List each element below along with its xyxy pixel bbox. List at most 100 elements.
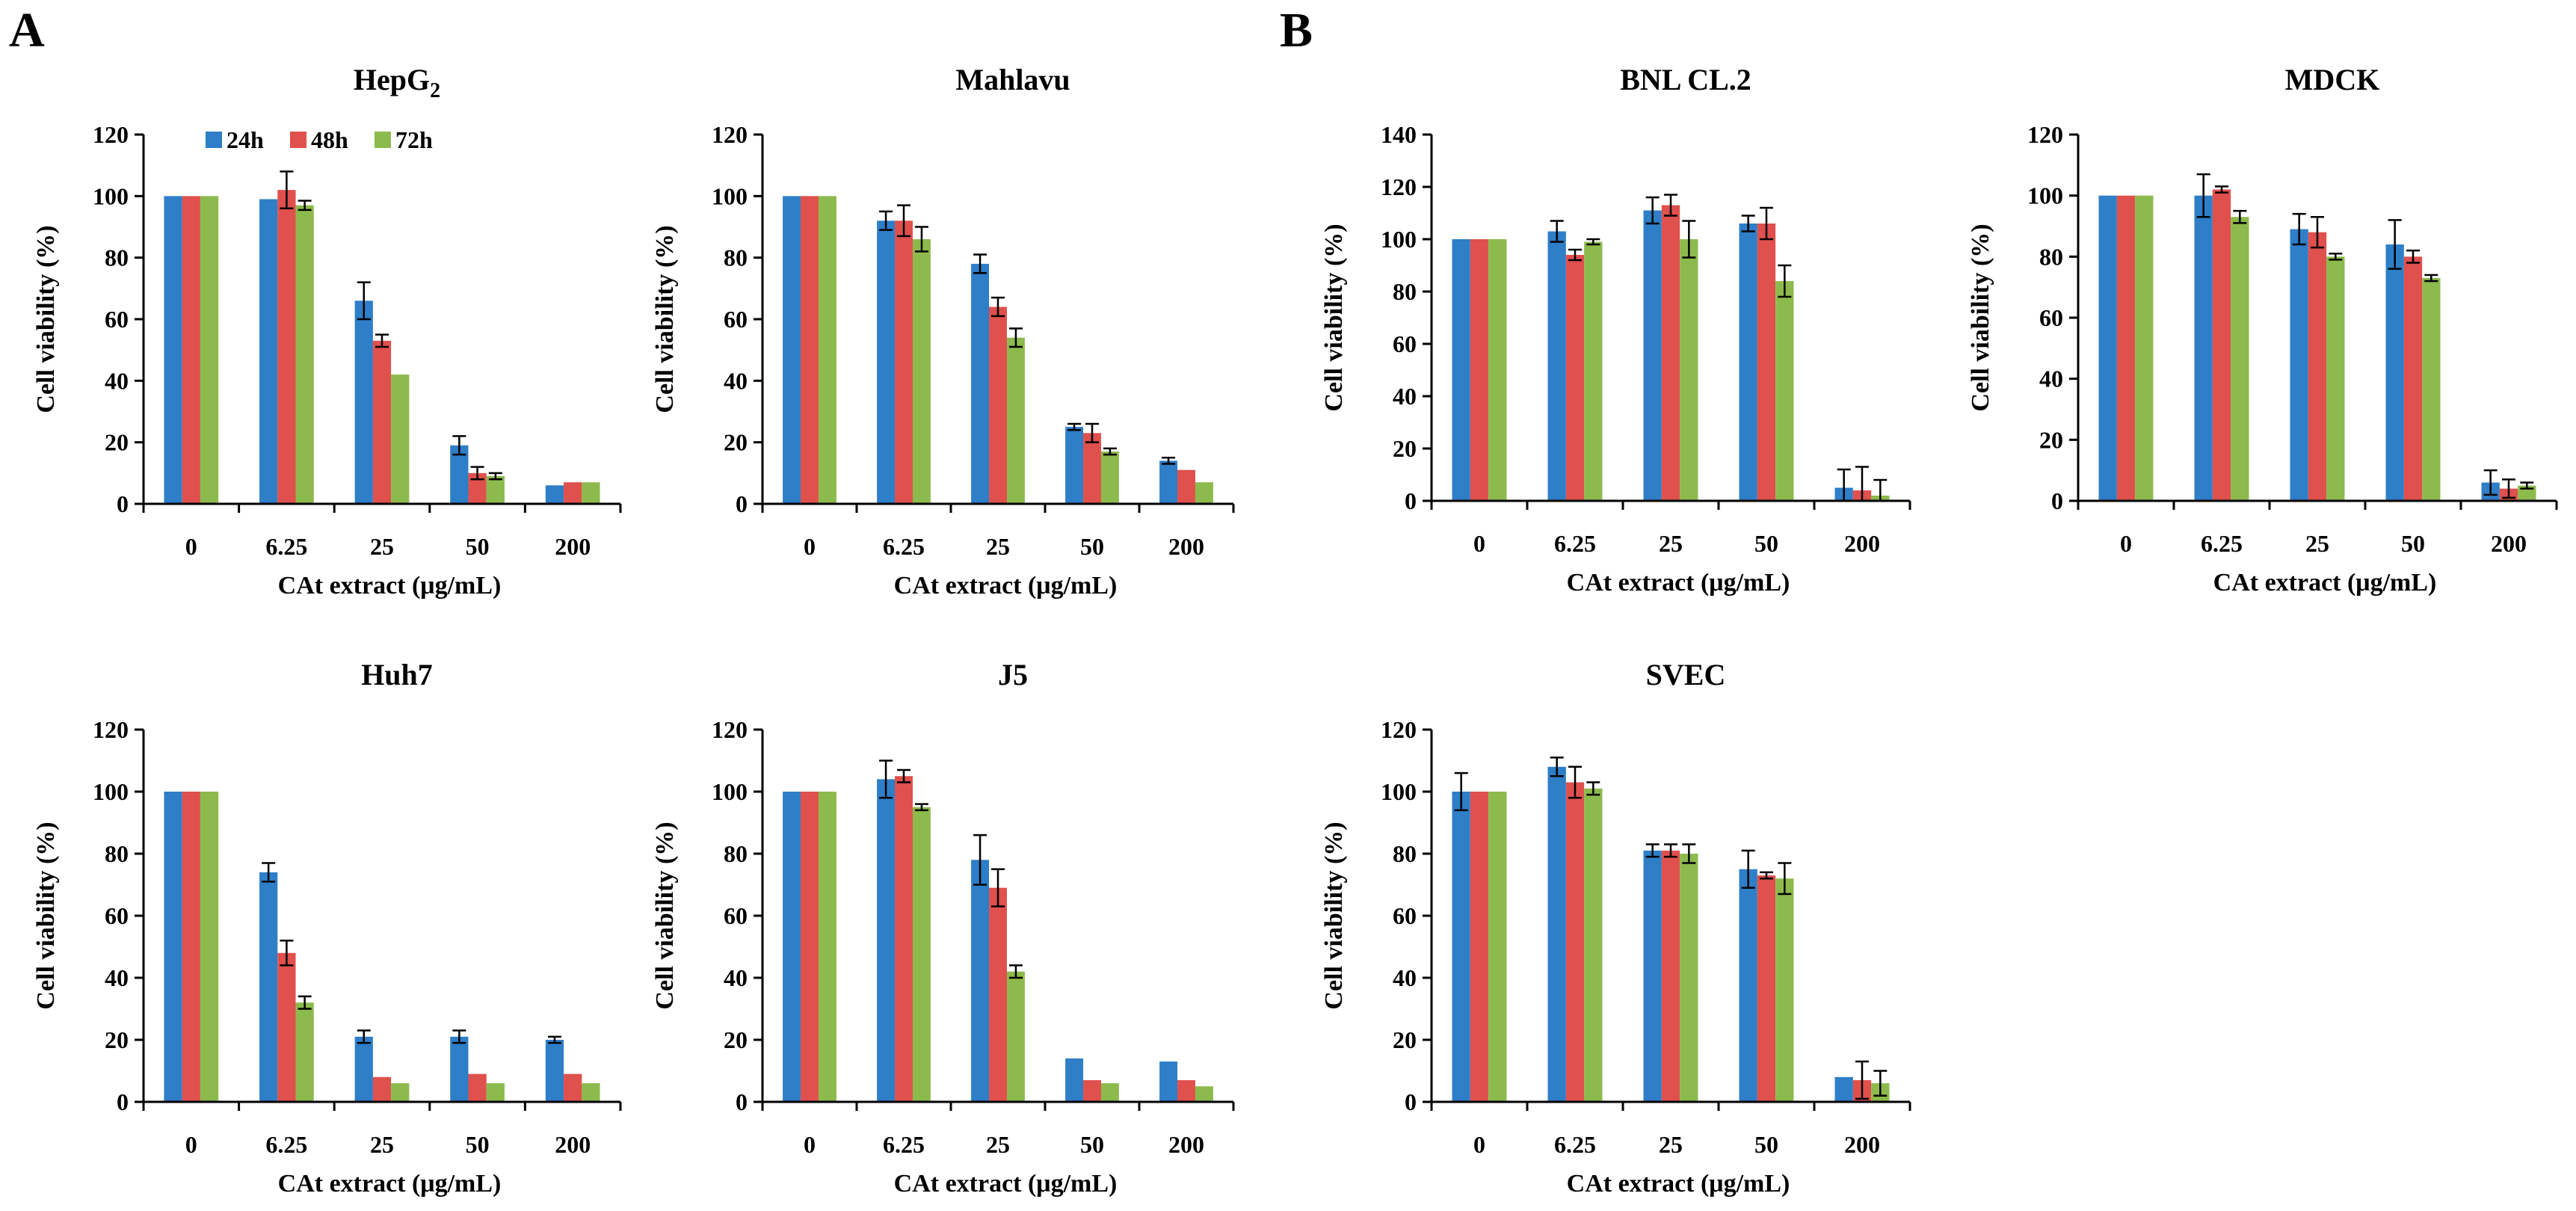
chart-title-text: HepG [354, 63, 430, 96]
bar-24h-200 [1834, 1076, 1853, 1102]
x-tick-label: 25 [2305, 530, 2329, 557]
y-tick-label: 120 [93, 716, 129, 743]
bar-72h-0 [200, 196, 219, 504]
x-tick-label: 50 [2401, 530, 2425, 557]
legend-label-72h: 72h [395, 126, 433, 153]
y-tick-label: 40 [1393, 964, 1417, 991]
bar-72h-200 [582, 482, 600, 504]
y-tick-label: 100 [712, 778, 748, 805]
bar-48h-200 [1177, 1079, 1195, 1102]
bar-72h-50 [1100, 1083, 1119, 1102]
x-tick-label: 25 [370, 1131, 394, 1158]
y-tick-label: 20 [105, 1026, 129, 1053]
chart-bnl-cl-2: BNL CL.2 0 20 40 60 80 100 120 140 0 6.25 25 50 200 CA… [1320, 63, 1911, 597]
bar-72h-50 [1775, 281, 1794, 501]
chart-huh7: Huh7 0 20 40 60 80 100 120 0 6.25 25 50 200 CAt extra… [32, 658, 622, 1198]
bar-24h-50 [1065, 1058, 1084, 1102]
legend-label-24h: 24h [227, 126, 264, 153]
legend-swatch-72h [375, 132, 391, 148]
bar-48h-25 [1661, 850, 1680, 1102]
x-tick-label: 0 [1473, 530, 1485, 557]
y-tick-label: 0 [117, 490, 129, 517]
bar-72h-50 [1775, 878, 1794, 1102]
bar-48h-6-25 [895, 776, 913, 1102]
x-tick-label: 6.25 [1554, 530, 1596, 557]
bar-72h-0 [1488, 239, 1507, 501]
x-axis-label: CAt extract (μg/mL) [1567, 1170, 1790, 1198]
bar-48h-200 [564, 482, 582, 504]
x-tick-label: 6.25 [883, 1131, 925, 1158]
y-axis-label: Cell viability (%) [1320, 822, 1348, 1009]
bar-72h-200 [582, 1083, 600, 1102]
bar-48h-0 [182, 196, 200, 504]
y-tick-label: 80 [724, 244, 748, 271]
bar-24h-0 [1452, 792, 1470, 1102]
x-tick-label: 50 [1080, 533, 1104, 560]
x-tick-label: 6.25 [265, 1131, 307, 1158]
x-tick-label: 0 [1473, 1131, 1485, 1158]
x-tick-label: 25 [1659, 1131, 1683, 1158]
chart-svec: SVEC 0 20 40 60 80 100 120 0 6.25 25 50 200 CAt extra… [1320, 658, 1911, 1198]
bar-24h-0 [164, 196, 182, 504]
y-tick-label: 20 [105, 429, 129, 456]
bar-72h-50 [1100, 452, 1119, 504]
bar-48h-25 [372, 1076, 392, 1102]
bar-48h-0 [801, 196, 819, 504]
bar-72h-25 [391, 375, 410, 504]
y-tick-label: 60 [2039, 304, 2063, 331]
bar-24h-0 [783, 196, 801, 504]
bar-72h-50 [486, 1083, 505, 1102]
bar-72h-25 [1680, 854, 1698, 1102]
y-tick-label: 120 [1381, 173, 1417, 200]
panel-letter-a: A [9, 3, 45, 58]
bar-72h-200 [1195, 482, 1213, 504]
bar-72h-6-25 [1584, 788, 1603, 1102]
x-tick-label: 0 [185, 1131, 197, 1158]
chart-title-text: Huh7 [361, 658, 433, 691]
y-tick-label: 40 [724, 964, 748, 991]
chart-title: SVEC [1646, 658, 1726, 691]
bar-24h-25 [1643, 850, 1662, 1102]
y-tick-label: 60 [105, 902, 129, 929]
y-tick-label: 80 [2039, 243, 2063, 270]
x-tick-label: 200 [2491, 530, 2527, 557]
y-tick-label: 120 [712, 121, 748, 148]
x-tick-label: 200 [1168, 1131, 1204, 1158]
bar-72h-6-25 [295, 205, 314, 504]
chart-j5: J5 0 20 40 60 80 100 120 0 6.25 25 50 200 CAt extract… [651, 658, 1235, 1198]
bar-24h-0 [783, 792, 801, 1102]
bar-72h-25 [1006, 337, 1025, 504]
bar-72h-6-25 [1584, 241, 1603, 501]
bar-24h-6-25 [1547, 231, 1566, 501]
y-tick-label: 100 [2027, 182, 2063, 209]
bar-48h-50 [1757, 224, 1776, 501]
bar-24h-50 [2385, 244, 2404, 501]
bar-72h-25 [1006, 971, 1025, 1102]
y-tick-label: 100 [1381, 226, 1417, 253]
x-tick-label: 200 [555, 533, 591, 560]
legend-swatch-24h [206, 132, 222, 148]
chart-mahlavu: Mahlavu 0 20 40 60 80 100 120 0 6.25 25 50 200 CAt ex… [651, 63, 1235, 600]
bar-48h-25 [1661, 205, 1680, 501]
x-tick-label: 25 [1659, 530, 1683, 557]
bar-24h-6-25 [877, 779, 896, 1102]
bar-72h-6-25 [295, 1002, 314, 1102]
bar-48h-6-25 [2212, 189, 2231, 501]
y-tick-label: 40 [724, 367, 748, 394]
bar-24h-25 [354, 301, 373, 504]
y-tick-label: 0 [736, 1088, 748, 1115]
x-axis-label: CAt extract (μg/mL) [1567, 569, 1790, 597]
y-tick-label: 40 [105, 367, 129, 394]
chart-title-subscript: 2 [430, 79, 440, 102]
y-tick-label: 60 [105, 306, 129, 333]
x-tick-label: 50 [1754, 530, 1778, 557]
bar-24h-25 [1643, 210, 1662, 501]
bar-24h-25 [971, 860, 990, 1102]
chart-title-text: BNL CL.2 [1620, 63, 1751, 96]
bar-24h-6-25 [2194, 195, 2213, 501]
y-tick-label: 120 [712, 716, 748, 743]
y-tick-label: 80 [1393, 278, 1417, 305]
x-tick-label: 50 [1754, 1131, 1778, 1158]
bar-48h-25 [2308, 232, 2327, 501]
